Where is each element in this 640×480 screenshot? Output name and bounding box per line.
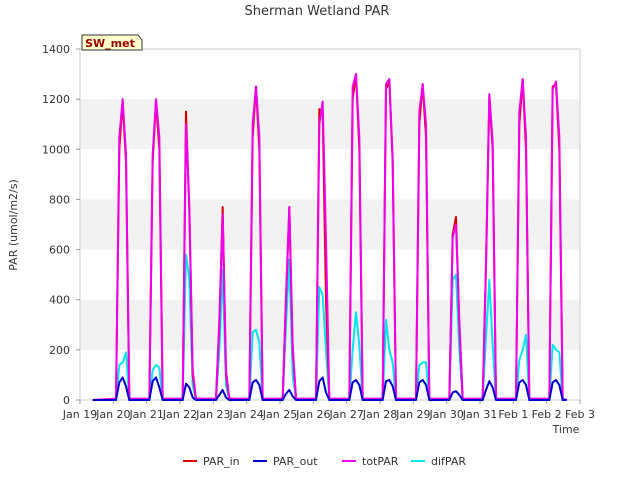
series-line-totpar: [92, 73, 567, 401]
y-tick-label: 600: [49, 244, 70, 257]
x-tick-label: Jan 29: [395, 408, 430, 421]
grid-band: [80, 199, 580, 250]
y-tick-label: 200: [49, 344, 70, 357]
x-tick-label: Feb 3: [565, 408, 595, 421]
x-tick-label: Feb 2: [532, 408, 562, 421]
legend-label: PAR_in: [203, 455, 240, 468]
x-tick-label: Jan 23: [195, 408, 230, 421]
y-tick-label: 1200: [42, 93, 70, 106]
series-lines: [92, 73, 567, 401]
y-tick-label: 800: [49, 193, 70, 206]
y-tick-label: 1000: [42, 143, 70, 156]
x-tick-label: Jan 21: [128, 408, 163, 421]
x-axis-title: Time: [552, 423, 580, 436]
series-line-par-out: [92, 376, 567, 401]
x-tick-label: Jan 20: [95, 408, 130, 421]
x-tick-label: Jan 24: [228, 408, 263, 421]
chart-title: Sherman Wetland PAR: [245, 4, 390, 19]
y-axis: 0 200 400 600 800 1000 1200 1400: [42, 43, 80, 407]
grid-band: [80, 249, 580, 300]
y-tick-label: 1400: [42, 43, 70, 56]
grid-band: [80, 149, 580, 200]
x-tick-label: Jan 28: [362, 408, 397, 421]
grid-band: [80, 49, 580, 100]
grid-band: [80, 99, 580, 150]
legend-label: PAR_out: [273, 455, 318, 468]
legend-label: totPAR: [362, 455, 399, 468]
x-tick-label: Jan 19: [62, 408, 97, 421]
x-tick-label: Jan 25: [262, 408, 297, 421]
station-badge: SW_met: [81, 34, 143, 51]
x-tick-label: Jan 26: [295, 408, 330, 421]
station-badge-label: SW_met: [85, 37, 135, 50]
grid-bands: [80, 49, 580, 400]
station-badge-box: [81, 34, 143, 51]
x-tick-label: Jan 22: [162, 408, 197, 421]
y-axis-title: PAR (umol/m2/s): [7, 179, 20, 271]
x-tick-label: Jan 31: [462, 408, 497, 421]
legend: PAR_in PAR_out totPAR difPAR: [183, 455, 466, 468]
x-tick-label: Jan 27: [328, 408, 363, 421]
y-tick-label: 0: [63, 394, 70, 407]
legend-label: difPAR: [431, 455, 466, 468]
y-tick-label: 400: [49, 294, 70, 307]
x-tick-label: Feb 1: [498, 408, 528, 421]
grid-band: [80, 299, 580, 350]
x-tick-label: Jan 30: [428, 408, 463, 421]
